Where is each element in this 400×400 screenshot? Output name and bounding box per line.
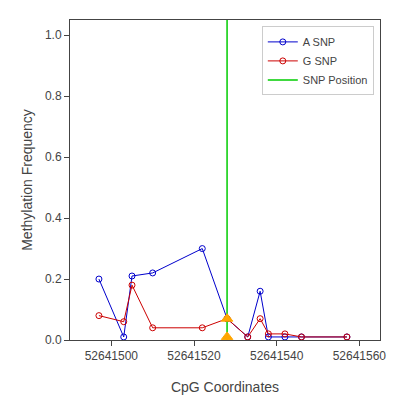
svg-text:CpG Coordinates: CpG Coordinates	[171, 379, 279, 395]
svg-text:0.2: 0.2	[45, 272, 62, 286]
svg-text:A SNP: A SNP	[303, 36, 335, 48]
svg-text:0.6: 0.6	[45, 150, 62, 164]
svg-text:0.4: 0.4	[45, 211, 62, 225]
svg-text:52641540: 52641540	[250, 349, 304, 363]
svg-text:0.8: 0.8	[45, 89, 62, 103]
svg-text:G SNP: G SNP	[303, 55, 337, 67]
svg-text:52641520: 52641520	[167, 349, 221, 363]
svg-text:Methylation Frequency: Methylation Frequency	[19, 109, 35, 251]
svg-text:SNP Position: SNP Position	[303, 74, 368, 86]
svg-text:52641500: 52641500	[85, 349, 139, 363]
svg-text:1.0: 1.0	[45, 28, 62, 42]
svg-text:52641560: 52641560	[333, 349, 387, 363]
svg-text:0.0: 0.0	[45, 333, 62, 347]
